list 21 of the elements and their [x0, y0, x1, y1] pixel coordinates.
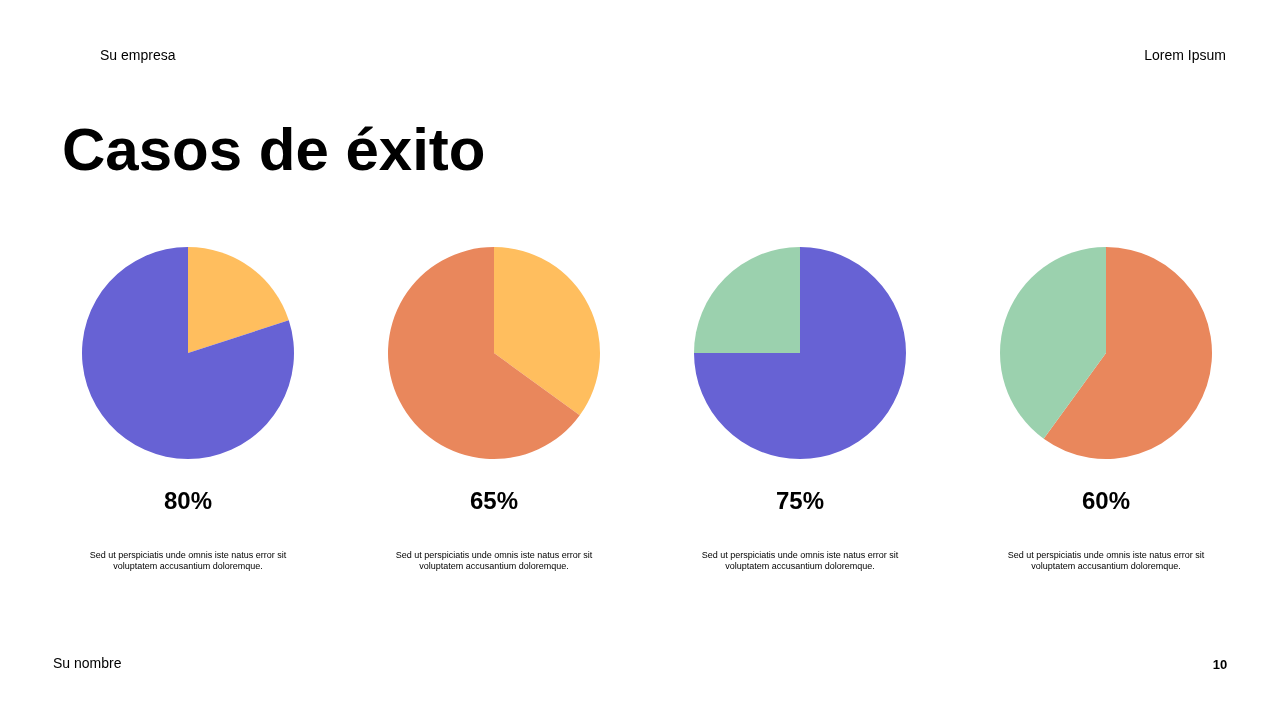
- data-label: 65%: [469, 487, 519, 514]
- pie-slice: [388, 247, 580, 459]
- text: Sed ut perspiciatis unde omnis iste natus error sit voluptatem accusantium doloremque.: [395, 550, 593, 571]
- data-label: 80%: [163, 487, 213, 514]
- text: Sed ut perspiciatis unde omnis iste natus error sit voluptatem accusantium doloremque.: [701, 550, 899, 571]
- pie-slice: [694, 247, 906, 459]
- text: Sed ut perspiciatis unde omnis iste natus error sit voluptatem accusantium doloremque.: [89, 550, 287, 571]
- data-label: 60%: [1081, 487, 1131, 514]
- pie-slice: [82, 247, 294, 459]
- text: Su empresa: [100, 47, 176, 63]
- pie-slice: [1000, 247, 1106, 439]
- pie-slice: [188, 247, 289, 353]
- text: Casos de éxito: [62, 116, 486, 183]
- pie-slice: [1043, 247, 1212, 459]
- text: Su nombre: [53, 655, 122, 671]
- data-label: 75%: [775, 487, 825, 514]
- text: 10: [1212, 657, 1228, 672]
- pie-slice: [494, 247, 600, 416]
- pie-slice: [694, 247, 800, 353]
- text: Sed ut perspiciatis unde omnis iste natus error sit voluptatem accusantium doloremque.: [1007, 550, 1205, 571]
- text: Lorem Ipsum: [1144, 47, 1226, 63]
